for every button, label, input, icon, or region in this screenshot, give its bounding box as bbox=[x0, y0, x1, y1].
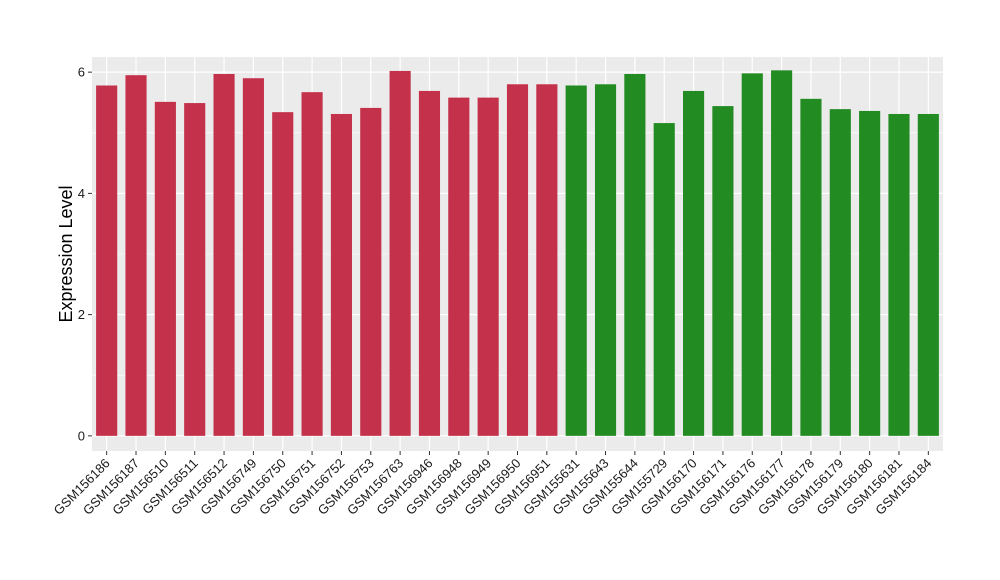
bar-GSM156752 bbox=[330, 113, 352, 436]
bar-GSM156176 bbox=[741, 73, 763, 436]
bar-GSM156753 bbox=[360, 107, 382, 436]
bar-GSM156170 bbox=[683, 90, 705, 436]
bar-GSM156184 bbox=[917, 113, 939, 436]
bar-GSM156951 bbox=[536, 84, 558, 436]
y-axis-title: Expression Level bbox=[56, 185, 76, 322]
y-tick-label: 0 bbox=[78, 428, 85, 443]
bar-GSM156178 bbox=[800, 98, 822, 436]
y-tick-label: 6 bbox=[78, 65, 85, 80]
bar-GSM155643 bbox=[594, 84, 617, 436]
bar-GSM156180 bbox=[859, 110, 881, 436]
bar-series bbox=[96, 70, 939, 436]
bar-GSM156510 bbox=[154, 101, 176, 436]
bar-GSM156946 bbox=[418, 90, 441, 436]
bar-GSM156187 bbox=[125, 75, 147, 436]
bar-GSM156186 bbox=[96, 85, 118, 436]
bar-GSM155631 bbox=[565, 85, 587, 436]
bar-GSM156512 bbox=[213, 73, 235, 436]
y-tick-label: 4 bbox=[78, 186, 85, 201]
bar-GSM156171 bbox=[712, 106, 734, 436]
bar-GSM156181 bbox=[888, 113, 910, 436]
bar-GSM156949 bbox=[477, 97, 499, 436]
x-axis: GSM156186GSM156187GSM156510GSM156511GSM1… bbox=[51, 451, 934, 518]
bar-GSM156750 bbox=[272, 112, 294, 436]
y-tick-label: 2 bbox=[78, 307, 85, 322]
y-axis: 0 2 4 6 bbox=[78, 65, 92, 443]
bar-GSM156751 bbox=[301, 92, 323, 436]
bar-GSM156950 bbox=[506, 84, 529, 436]
bar-GSM156511 bbox=[184, 103, 206, 436]
bar-GSM156749 bbox=[242, 78, 264, 436]
bar-GSM156948 bbox=[448, 97, 470, 436]
bar-GSM156179 bbox=[829, 109, 851, 436]
bar-GSM156763 bbox=[389, 70, 411, 436]
bar-GSM156177 bbox=[771, 70, 793, 436]
bar-GSM155644 bbox=[624, 73, 646, 436]
bar-GSM155729 bbox=[653, 123, 675, 436]
